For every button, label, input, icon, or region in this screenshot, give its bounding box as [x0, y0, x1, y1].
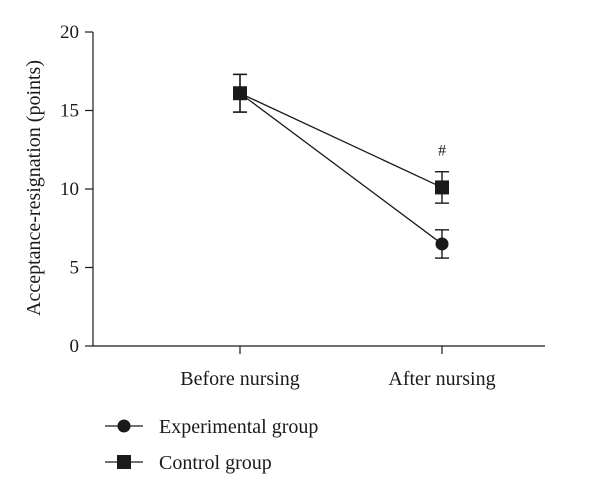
y-tick-label: 5	[70, 258, 80, 279]
y-ticks: 0 5 10 15 20	[60, 22, 93, 357]
series-experimental	[233, 73, 449, 259]
x-ticks: Before nursing After nursing	[180, 346, 496, 390]
series-line	[239, 92, 443, 189]
x-tick-label: Before nursing	[180, 368, 299, 390]
legend-item: Control group	[105, 452, 272, 474]
legend-marker-square	[117, 455, 131, 469]
y-tick-label: 20	[60, 22, 79, 43]
y-tick-label: 10	[60, 179, 79, 200]
data-point-square	[233, 86, 247, 101]
axes	[92, 32, 545, 347]
data-point-square	[435, 180, 449, 195]
y-tick-label: 15	[60, 101, 79, 122]
y-axis-label: Acceptance-resignation (points)	[23, 60, 45, 316]
data-point-circle	[435, 237, 449, 251]
annotations: #	[438, 143, 446, 160]
legend-label: Experimental group	[159, 416, 318, 438]
x-tick-label: After nursing	[388, 368, 495, 390]
legend-item: Experimental group	[105, 416, 318, 438]
y-tick-label: 0	[70, 336, 80, 357]
series-layer	[233, 73, 449, 259]
series-control	[233, 73, 449, 204]
legend-marker-circle	[117, 419, 131, 433]
significance-mark: #	[438, 143, 446, 160]
legend-label: Control group	[159, 452, 272, 474]
legend: Experimental group Control group	[105, 416, 318, 474]
series-line	[239, 92, 443, 245]
